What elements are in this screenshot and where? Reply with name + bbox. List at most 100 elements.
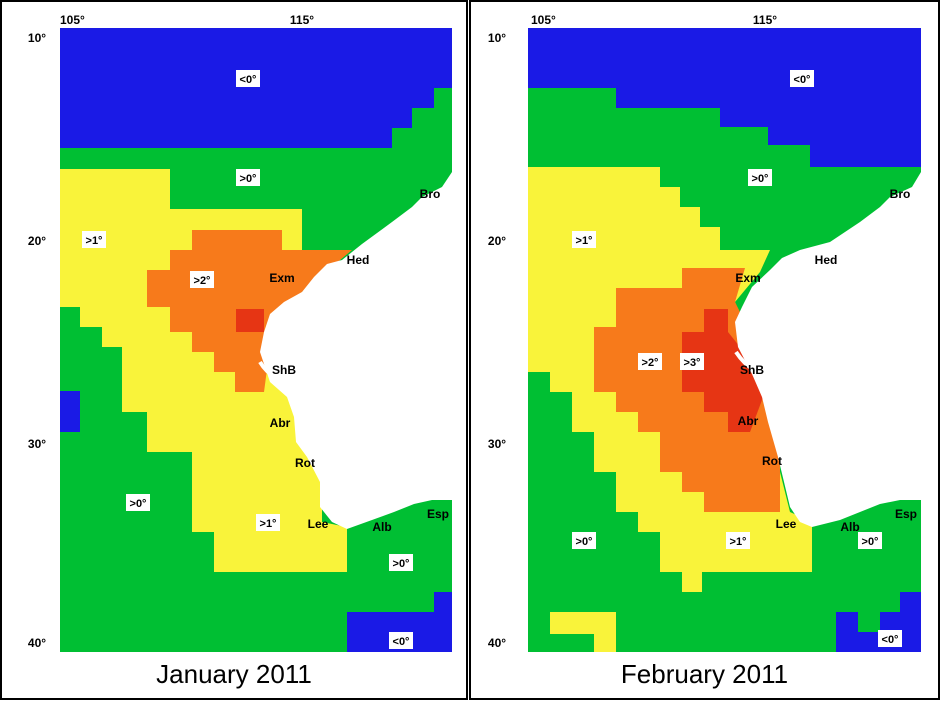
place-label-exm: Exm bbox=[735, 271, 760, 285]
zone-label: >0° bbox=[748, 169, 772, 186]
lat-tick-30: 30° bbox=[488, 437, 506, 451]
zone-label-text: >2° bbox=[642, 357, 659, 369]
panel-caption-january: January 2011 bbox=[156, 659, 312, 689]
place-label-rot: Rot bbox=[762, 454, 782, 468]
place-labels: Bro Hed Exm ShB Abr Rot Lee Alb Esp bbox=[735, 187, 917, 534]
zone-label-text: >0° bbox=[752, 173, 769, 185]
place-label-alb: Alb bbox=[840, 520, 859, 534]
map-panel-february: 105° 115° 10° 20° 30° 40° Bro Hed Exm ShB Ab… bbox=[469, 0, 940, 700]
zone-label: >1° bbox=[256, 514, 280, 531]
zone-label: >0° bbox=[236, 169, 260, 186]
zone-label-box bbox=[126, 494, 150, 511]
zone-label: <0° bbox=[878, 630, 902, 647]
lon-axis: 105° 115° bbox=[531, 13, 777, 27]
place-label-hed: Hed bbox=[815, 253, 838, 267]
zone-label-text: >3° bbox=[684, 357, 701, 369]
place-label-lee: Lee bbox=[308, 517, 329, 531]
place-label-abr: Abr bbox=[270, 416, 291, 430]
zone-label: >1° bbox=[726, 532, 750, 549]
zone-label: >1° bbox=[572, 231, 596, 248]
zone-label-text: <0° bbox=[882, 634, 899, 646]
anomaly-region-above-3 bbox=[682, 309, 765, 432]
zone-label-box bbox=[389, 632, 413, 649]
grid-layer bbox=[528, 28, 921, 652]
zone-label: <0° bbox=[236, 70, 260, 87]
zone-label: >0° bbox=[126, 494, 150, 511]
zone-label-text: >1° bbox=[730, 536, 747, 548]
anomaly-region-below-0 bbox=[347, 592, 452, 652]
zone-label: >0° bbox=[572, 532, 596, 549]
zone-label-box bbox=[572, 532, 596, 549]
place-label-bro: Bro bbox=[890, 187, 911, 201]
place-label-hed: Hed bbox=[347, 253, 370, 267]
zone-label-text: >1° bbox=[576, 235, 593, 247]
zone-label-text: <0° bbox=[393, 636, 410, 648]
zone-label-text: >2° bbox=[194, 275, 211, 287]
lat-tick-20: 20° bbox=[488, 234, 506, 248]
panel-caption-february: February 2011 bbox=[620, 659, 789, 689]
zone-label-box bbox=[638, 353, 662, 370]
lat-tick-30: 30° bbox=[28, 437, 46, 451]
lat-tick-20: 20° bbox=[28, 234, 46, 248]
sst-anomaly-map-february: 105° 115° 10° 20° 30° 40° Bro Hed Exm ShB Ab… bbox=[488, 13, 932, 652]
australia-landmass bbox=[735, 26, 932, 652]
place-label-shb: ShB bbox=[272, 363, 296, 377]
lon-axis: 105° 115° bbox=[60, 13, 314, 27]
anomaly-region-below-0 bbox=[60, 391, 80, 432]
zone-label-text: >1° bbox=[260, 518, 277, 530]
shark-bay-inlet bbox=[734, 350, 756, 372]
place-label-abr: Abr bbox=[738, 414, 759, 428]
zone-label-box bbox=[82, 231, 106, 248]
zone-label-box bbox=[572, 231, 596, 248]
anomaly-region-above-3 bbox=[236, 309, 264, 332]
anomaly-region-below-0 bbox=[528, 28, 921, 167]
place-label-alb: Alb bbox=[372, 520, 391, 534]
zone-label-box bbox=[858, 532, 882, 549]
zone-label-box bbox=[878, 630, 902, 647]
zone-label-box bbox=[236, 70, 260, 87]
zone-label: >3° bbox=[680, 353, 704, 370]
zone-label-text: >0° bbox=[576, 536, 593, 548]
zone-label-box bbox=[748, 169, 772, 186]
zone-label-text: <0° bbox=[240, 74, 257, 86]
zone-labels: <0° >0° >1° >2° >3° >0° >1° >0° <0° bbox=[572, 70, 902, 647]
zone-label-box bbox=[190, 271, 214, 288]
anomaly-region-below-0 bbox=[60, 28, 452, 148]
lon-tick-105: 105° bbox=[60, 13, 85, 27]
lat-axis: 10° 20° 30° 40° bbox=[488, 31, 506, 650]
place-label-shb: ShB bbox=[740, 363, 764, 377]
zone-label-box bbox=[680, 353, 704, 370]
zone-label-box bbox=[389, 554, 413, 571]
zone-label: >0° bbox=[858, 532, 882, 549]
zone-label: >2° bbox=[638, 353, 662, 370]
place-labels: Bro Hed Exm ShB Abr Rot Lee Alb Esp bbox=[269, 187, 449, 534]
zone-label: <0° bbox=[790, 70, 814, 87]
zone-label: >0° bbox=[389, 554, 413, 571]
place-label-exm: Exm bbox=[269, 271, 294, 285]
lat-tick-10: 10° bbox=[28, 31, 46, 45]
zone-label: >1° bbox=[82, 231, 106, 248]
anomaly-region-above-1 bbox=[550, 612, 616, 652]
zone-label-text: >0° bbox=[393, 558, 410, 570]
lon-tick-115: 115° bbox=[753, 13, 777, 27]
place-label-esp: Esp bbox=[895, 507, 917, 521]
place-label-esp: Esp bbox=[427, 507, 449, 521]
zone-label-box bbox=[256, 514, 280, 531]
lat-tick-40: 40° bbox=[28, 636, 46, 650]
lon-tick-115: 115° bbox=[290, 13, 314, 27]
place-label-lee: Lee bbox=[776, 517, 797, 531]
zone-label-text: <0° bbox=[794, 74, 811, 86]
zone-label: >2° bbox=[190, 271, 214, 288]
coastline-land bbox=[258, 26, 462, 652]
australia-landmass bbox=[260, 26, 462, 652]
shark-bay-inlet bbox=[258, 360, 278, 380]
place-label-rot: Rot bbox=[295, 456, 315, 470]
grid-layer bbox=[60, 28, 452, 652]
zone-label-text: >0° bbox=[130, 498, 147, 510]
lat-axis: 10° 20° 30° 40° bbox=[28, 31, 46, 650]
zone-label-box bbox=[790, 70, 814, 87]
lon-tick-105: 105° bbox=[531, 13, 556, 27]
place-label-bro: Bro bbox=[420, 187, 441, 201]
zone-label-text: >0° bbox=[240, 173, 257, 185]
lat-tick-10: 10° bbox=[488, 31, 506, 45]
